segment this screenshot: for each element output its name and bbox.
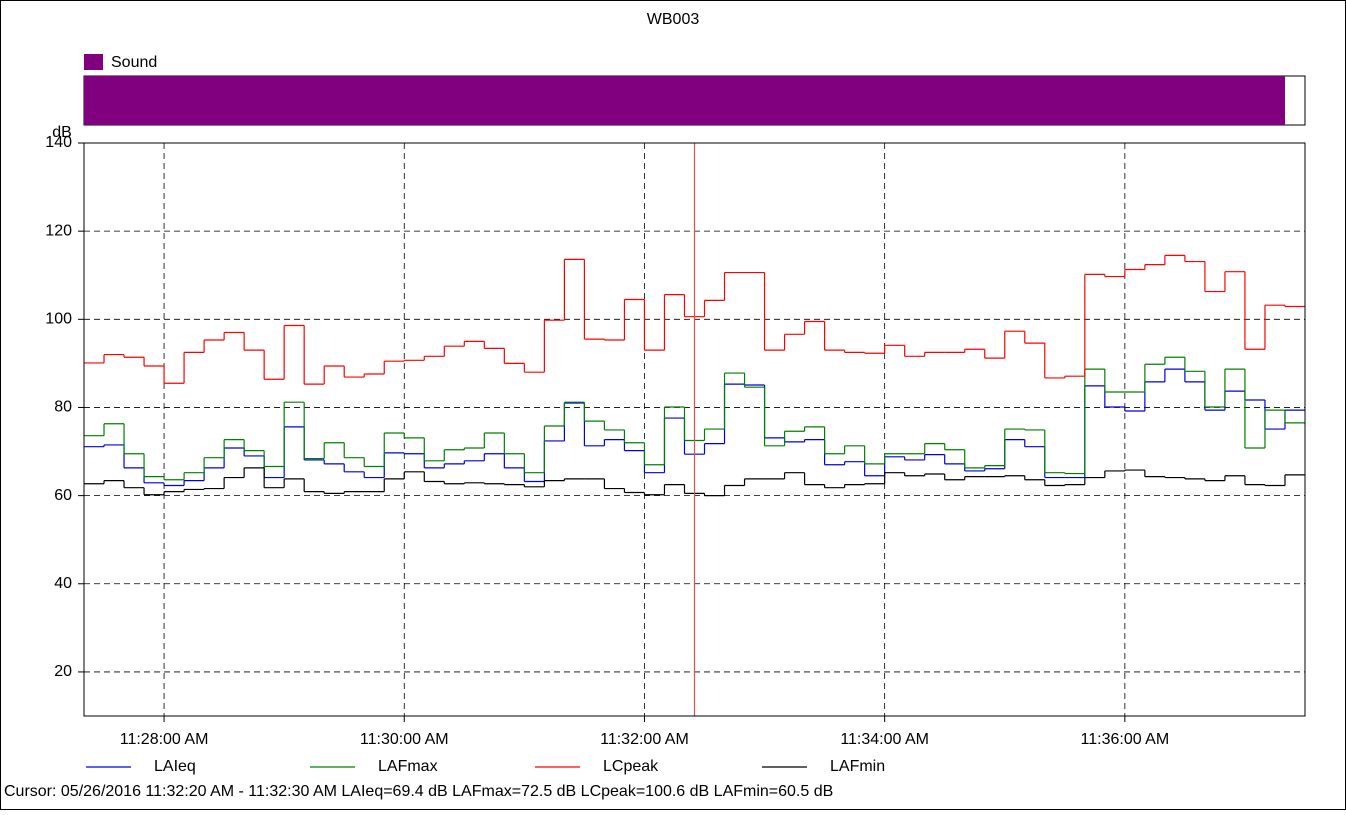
x-tick-label: 11:30:00 AM: [360, 731, 449, 748]
legend-label: LAIeq: [154, 758, 196, 775]
legend-label: LCpeak: [603, 758, 659, 775]
y-tick-label: 40: [54, 575, 72, 592]
cursor-readout: Cursor: 05/26/2016 11:32:20 AM - 11:32:3…: [4, 783, 833, 800]
x-tick-label: 11:28:00 AM: [120, 731, 209, 748]
event-legend-label: Sound: [111, 54, 157, 71]
x-tick-label: 11:34:00 AM: [840, 731, 929, 748]
y-axis-label: dB: [52, 124, 72, 141]
event-bar: [84, 76, 1285, 125]
y-tick-label: 80: [54, 399, 72, 416]
legend-label: LAFmax: [378, 758, 438, 775]
y-tick-label: 60: [54, 487, 72, 504]
event-legend-swatch: [84, 54, 103, 70]
x-tick-label: 11:32:00 AM: [600, 731, 689, 748]
legend-label: LAFmin: [830, 758, 885, 775]
y-tick-label: 140: [45, 134, 72, 151]
chart-title: WB003: [647, 11, 700, 28]
y-tick-label: 20: [54, 663, 72, 680]
x-tick-label: 11:36:00 AM: [1081, 731, 1170, 748]
y-tick-label: 100: [45, 311, 72, 328]
plot-border: [83, 142, 1306, 717]
y-tick-label: 120: [45, 222, 72, 239]
